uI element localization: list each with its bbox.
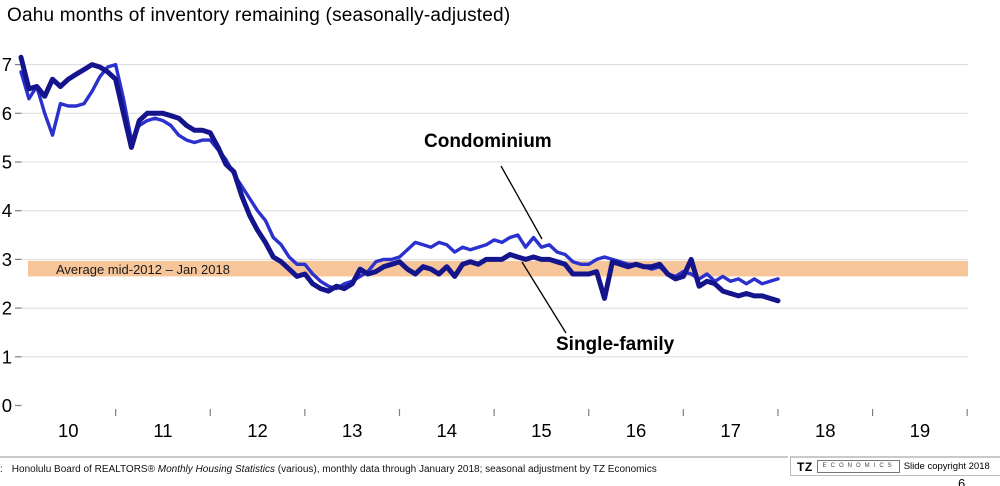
chart-title: Oahu months of inventory remaining (seas… [7, 5, 511, 26]
svg-text:12: 12 [247, 420, 268, 441]
average-band-label: Average mid-2012 – Jan 2018 [56, 262, 230, 277]
svg-text:0: 0 [2, 395, 12, 416]
source-text-main: Honolulu Board of REALTORS® [11, 464, 158, 475]
source-prefix: : [0, 464, 3, 475]
tz-economics-logo-box: ECONOMICS [816, 460, 900, 473]
svg-text:15: 15 [531, 420, 552, 441]
svg-text:17: 17 [720, 420, 741, 441]
copyright-text: Slide copyright 2018 [903, 461, 990, 472]
tz-logo: TZ [797, 459, 813, 474]
svg-text:19: 19 [910, 420, 931, 441]
svg-text:2: 2 [2, 298, 12, 319]
svg-text:7: 7 [2, 54, 12, 75]
svg-text:10: 10 [58, 420, 79, 441]
branding-bar: TZ ECONOMICS Slide copyright 2018 [790, 456, 1000, 476]
svg-text:6: 6 [2, 103, 12, 124]
svg-text:3: 3 [2, 249, 12, 270]
single-family-series-label: Single-family [556, 334, 675, 355]
source-note: : Honolulu Board of REALTORS® Monthly Hou… [0, 456, 788, 475]
condominium-series-label: Condominium [424, 131, 552, 152]
svg-text:16: 16 [626, 420, 647, 441]
svg-text:4: 4 [2, 200, 12, 221]
svg-text:1: 1 [2, 346, 12, 367]
svg-text:11: 11 [153, 420, 172, 441]
svg-text:18: 18 [815, 420, 836, 441]
source-text-rest: (various), monthly data through January … [275, 464, 657, 475]
svg-text:5: 5 [2, 152, 12, 173]
svg-text:14: 14 [437, 420, 458, 441]
page-number: 6 [958, 476, 966, 486]
svg-text:13: 13 [342, 420, 363, 441]
source-text-italic: Monthly Housing Statistics [157, 464, 276, 475]
